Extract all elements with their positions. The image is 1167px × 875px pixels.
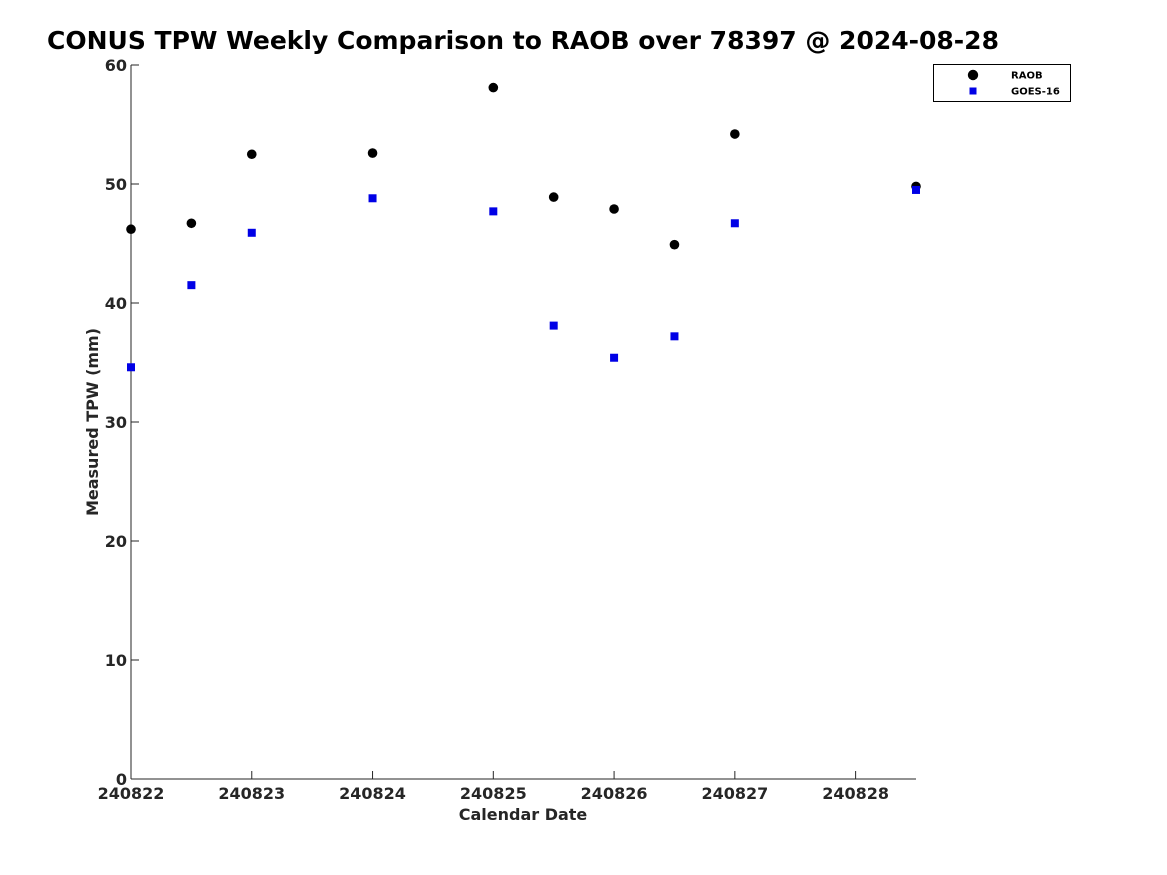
data-point-circle <box>488 82 499 93</box>
y-tick-label: 40 <box>105 294 127 313</box>
data-point-square <box>368 194 377 203</box>
legend-box <box>933 64 1071 102</box>
x-tick-label: 240828 <box>822 784 889 803</box>
ticks: 0 10 20 30 40 50 60 240822 240823 240824 240825 240… <box>98 56 889 803</box>
data-point-square <box>127 363 135 372</box>
chart-title: CONUS TPW Weekly Comparison to RAOB over… <box>47 26 999 55</box>
data-point-square <box>610 353 619 362</box>
legend-label: GOES-16 <box>1011 87 1060 98</box>
data-point-circle <box>669 239 680 250</box>
x-tick-label: 240822 <box>98 784 165 803</box>
data-point-square <box>247 228 256 237</box>
series-goes-16 <box>127 185 920 372</box>
x-tick-label: 240827 <box>701 784 768 803</box>
data-point-square <box>730 219 739 228</box>
y-tick-label: 30 <box>105 413 127 432</box>
x-tick-label: 240824 <box>339 784 406 803</box>
y-tick-label: 0 <box>116 770 127 789</box>
data-point-circle <box>186 218 197 229</box>
data-point-circle <box>126 224 136 235</box>
legend-label: RAOB <box>1011 71 1043 82</box>
data-point-circle <box>246 149 257 160</box>
legend: RAOB GOES-16 <box>933 64 1071 102</box>
data-point-square <box>549 321 558 330</box>
data-point-square <box>187 281 196 290</box>
x-tick-label: 240825 <box>460 784 527 803</box>
y-axis-label: Measured TPW (mm) <box>83 328 102 516</box>
data-point-square <box>489 207 498 216</box>
axes <box>130 65 916 780</box>
x-axis-label: Calendar Date <box>459 805 588 824</box>
data-point-circle <box>367 148 378 158</box>
data-point-circle <box>548 192 559 202</box>
data-marks <box>126 82 921 372</box>
data-point-square <box>670 332 679 341</box>
data-point-circle <box>609 204 619 214</box>
y-tick-label: 50 <box>105 175 127 194</box>
series-raob <box>126 82 921 250</box>
data-point-circle <box>730 129 740 139</box>
y-tick-label: 20 <box>105 532 127 551</box>
legend-marker-square <box>969 87 977 95</box>
data-point-square <box>912 185 920 194</box>
y-tick-label: 10 <box>105 651 127 670</box>
y-tick-label: 60 <box>105 56 127 75</box>
x-tick-label: 240826 <box>581 784 648 803</box>
legend-marker-circle <box>967 69 979 81</box>
x-tick-label: 240823 <box>218 784 285 803</box>
